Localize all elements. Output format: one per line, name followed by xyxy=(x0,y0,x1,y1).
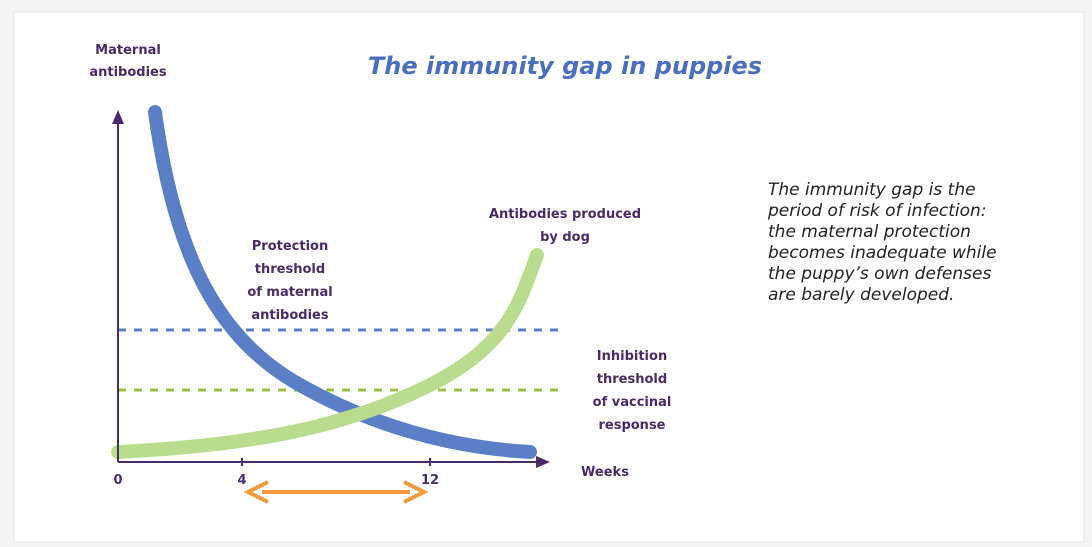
y-axis-label: Maternal xyxy=(95,43,161,58)
gap-arrow-head xyxy=(243,480,269,504)
y-arrow xyxy=(112,110,124,124)
x-arrow xyxy=(536,456,550,468)
note-line: are barely developed. xyxy=(768,285,954,305)
note-line: the maternal protection xyxy=(768,222,971,242)
x-axis-label: Weeks xyxy=(581,465,629,480)
note-line: period of risk of infection: xyxy=(767,201,987,221)
protection-label: antibodies xyxy=(251,308,329,323)
x-tick-label: 4 xyxy=(237,473,246,488)
x-tick-label: 0 xyxy=(113,473,122,488)
title: The immunity gap in puppies xyxy=(368,52,762,80)
maternal-curve xyxy=(148,105,537,459)
protection-label: threshold xyxy=(255,262,325,277)
inhibition-label: Inhibition xyxy=(597,349,667,364)
inhibition-label: of vaccinal xyxy=(593,395,672,410)
protection-label: Protection xyxy=(252,239,328,254)
puppy-curve xyxy=(111,248,544,459)
gap-arrow-head xyxy=(403,480,429,504)
produced-label: Antibodies produced xyxy=(489,207,641,222)
y-axis-label: antibodies xyxy=(89,65,167,80)
note-line: becomes inadequate while xyxy=(768,243,997,263)
note-line: the puppy’s own defenses xyxy=(768,264,991,284)
x-tick-label: 12 xyxy=(421,473,439,488)
inhibition-label: threshold xyxy=(597,372,667,387)
produced-label: by dog xyxy=(540,230,590,245)
inhibition-label: response xyxy=(598,418,665,433)
note-line: The immunity gap is the xyxy=(768,180,976,200)
protection-label: of maternal xyxy=(247,285,332,300)
